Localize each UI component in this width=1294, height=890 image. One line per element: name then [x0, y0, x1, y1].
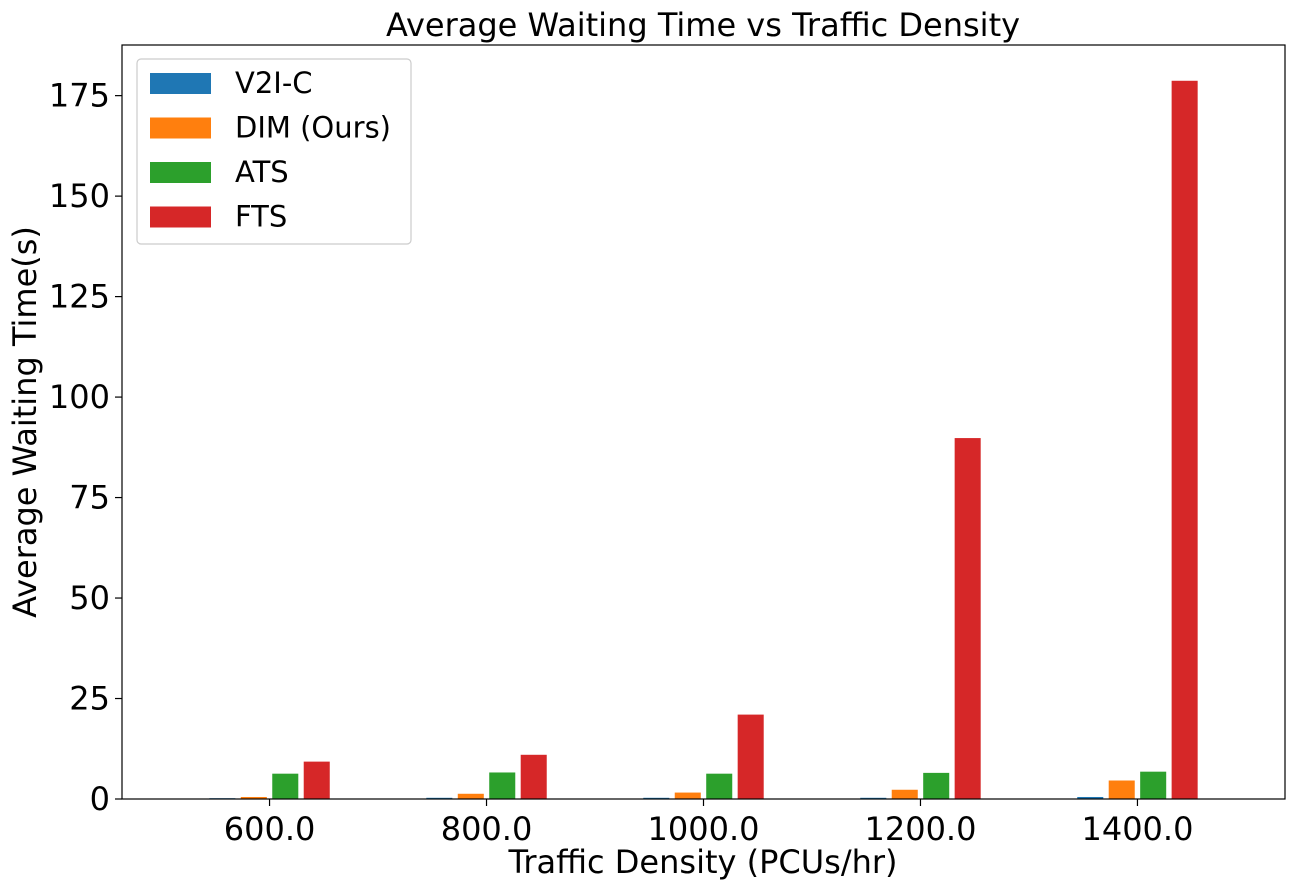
bar-v2i-c-1000.0 [643, 797, 670, 799]
bar-fts-1000.0 [737, 714, 764, 799]
bar-ats-1000.0 [706, 773, 733, 799]
legend-label: V2I-C [235, 66, 313, 100]
chart-title: Average Waiting Time vs Traffic Density [386, 6, 1020, 44]
x-tick-label: 600.0 [224, 810, 316, 848]
legend-box [136, 58, 412, 245]
x-axis-label: Traffic Density (PCUs/hr) [507, 843, 897, 881]
bar-dim-ours-1400.0 [1108, 780, 1135, 799]
legend-label: ATS [235, 155, 289, 189]
bar-dim-ours-1000.0 [674, 792, 701, 799]
legend: V2I-C DIM (Ours) ATS FTS [136, 58, 412, 245]
x-axis: 600.0 800.0 1000.0 1200.0 1400.0 [224, 799, 1193, 848]
bar-fts-600.0 [303, 761, 330, 799]
y-tick-label: 100 [49, 378, 110, 416]
bar-dim-ours-1200.0 [891, 789, 918, 799]
bar-fts-1400.0 [1171, 80, 1198, 799]
bar-fts-800.0 [520, 754, 547, 799]
bar-ats-1200.0 [923, 772, 950, 799]
y-tick-label: 0 [90, 780, 110, 818]
legend-swatch [150, 73, 211, 94]
bar-fts-1200.0 [954, 438, 981, 799]
x-tick-label: 1200.0 [864, 810, 976, 848]
bar-v2i-c-1200.0 [860, 797, 887, 799]
y-tick-label: 75 [69, 479, 110, 517]
y-tick-label: 150 [49, 177, 110, 215]
legend-label: DIM (Ours) [235, 111, 391, 145]
y-axis: 0 25 50 75 100 125 150 175 [49, 77, 122, 818]
y-tick-label: 175 [49, 77, 110, 115]
y-tick-label: 25 [69, 680, 110, 718]
bar-dim-ours-800.0 [457, 793, 484, 799]
bars-group [209, 80, 1198, 799]
legend-swatch [150, 162, 211, 183]
y-tick-label: 125 [49, 278, 110, 316]
legend-swatch [150, 206, 211, 228]
bar-dim-ours-600.0 [240, 796, 267, 799]
bar-v2i-c-800.0 [426, 797, 453, 799]
legend-swatch [150, 117, 211, 139]
x-tick-label: 1400.0 [1081, 810, 1193, 848]
legend-label: FTS [235, 200, 287, 234]
bar-ats-600.0 [272, 773, 299, 799]
bar-ats-800.0 [489, 772, 516, 799]
bar-v2i-c-1400.0 [1077, 796, 1104, 799]
y-tick-label: 50 [69, 579, 110, 617]
x-tick-label: 800.0 [441, 810, 533, 848]
y-axis-label: Average Waiting Time(s) [6, 226, 44, 618]
x-tick-label: 1000.0 [648, 810, 760, 848]
bar-ats-1400.0 [1140, 771, 1167, 799]
